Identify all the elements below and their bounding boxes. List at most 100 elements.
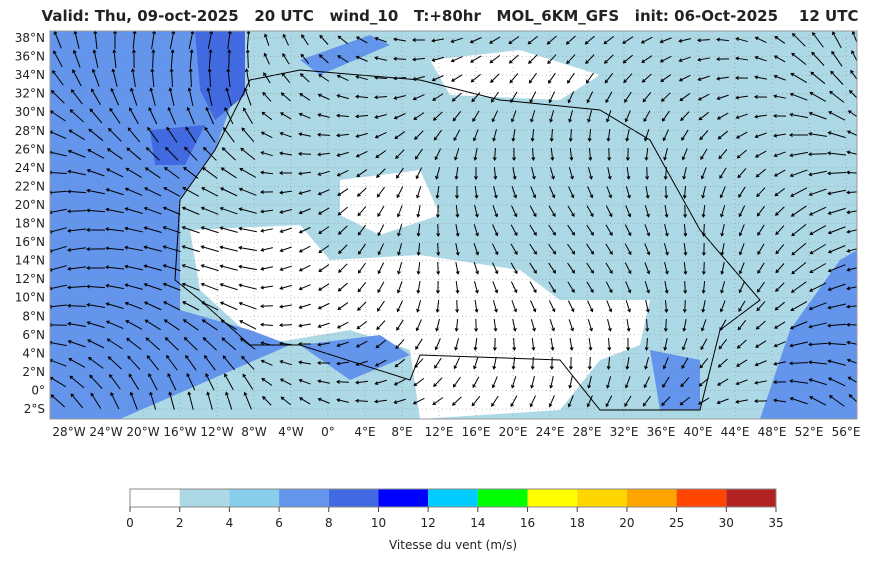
wind-arrow (605, 262, 613, 274)
wind-arrow (435, 204, 440, 218)
wind-arrow (586, 395, 593, 408)
wind-arrow (664, 224, 669, 237)
wind-arrow (90, 392, 102, 409)
colorbar-tick-label: 35 (768, 516, 783, 530)
wind-arrow (143, 226, 162, 233)
wind-arrow (623, 73, 633, 84)
wind-arrow (827, 323, 847, 328)
wind-arrow (622, 54, 633, 64)
colorbar-swatch (477, 489, 528, 507)
wind-arrow (622, 36, 634, 44)
wind-arrow (809, 282, 827, 292)
wind-arrow (200, 264, 219, 272)
wind-arrow (260, 190, 274, 195)
wind-arrow (105, 207, 124, 214)
wind-arrow (529, 91, 537, 104)
wind-arrow (163, 167, 180, 179)
wind-arrow (735, 95, 749, 100)
wind-arrow (337, 188, 349, 196)
wind-arrow (846, 190, 857, 195)
wind-arrow (260, 151, 273, 157)
wind-arrow (738, 224, 745, 237)
wind-arrow (790, 301, 808, 312)
wind-arrow (773, 74, 786, 81)
wind-arrow (641, 55, 653, 63)
wind-arrow (186, 106, 195, 125)
colorbar-swatch (130, 489, 180, 507)
wind-arrow (90, 88, 101, 106)
wind-arrow (492, 300, 498, 313)
wind-arrow (337, 282, 348, 292)
wind-arrow (549, 376, 554, 389)
wind-arrow (644, 357, 650, 370)
wind-arrow (206, 87, 213, 106)
wind-arrow (716, 57, 730, 62)
wind-arrow (317, 302, 330, 310)
wind-arrow (414, 130, 424, 140)
wind-arrow (757, 262, 765, 274)
wind-arrow (663, 243, 669, 256)
wind-arrow (660, 74, 672, 82)
wind-arrow (681, 357, 689, 370)
wind-arrow (298, 264, 311, 272)
wind-arrow (738, 205, 746, 218)
colorbar-swatch (328, 489, 379, 507)
wind-arrow (735, 113, 748, 120)
lat-label: 20°N (15, 198, 45, 212)
wind-arrow (67, 228, 86, 233)
wind-arrow (549, 110, 555, 123)
wind-arrow (827, 207, 846, 215)
colorbar-swatch (726, 489, 776, 507)
wind-arrow (529, 243, 537, 255)
wind-arrow (473, 337, 478, 351)
lat-label: 4°N (22, 346, 45, 360)
wind-arrow (527, 35, 538, 45)
wind-arrow (454, 148, 460, 161)
lon-label: 12°W (200, 425, 233, 439)
lon-label: 12°E (425, 425, 454, 439)
wind-arrow (260, 209, 274, 214)
wind-arrow (143, 282, 162, 291)
lon-label: 56°E (832, 425, 861, 439)
wind-arrow (201, 187, 219, 197)
wind-arrow (128, 373, 140, 390)
lon-label: 28°E (573, 425, 602, 439)
wind-arrow (396, 205, 403, 218)
wind-arrow (756, 205, 765, 217)
wind-arrow (105, 283, 124, 290)
wind-arrow (317, 207, 330, 215)
wind-arrow (585, 72, 594, 84)
wind-arrow (473, 243, 480, 256)
wind-arrow (473, 148, 478, 161)
wind-arrow (69, 375, 85, 389)
wind-arrow (356, 169, 368, 178)
wind-arrow (508, 54, 519, 64)
wind-arrow (737, 319, 747, 331)
wind-arrow (789, 169, 808, 178)
wind-arrow (260, 247, 273, 252)
wind-arrow (811, 51, 825, 66)
wind-arrow (683, 280, 688, 294)
lat-label: 2°S (24, 402, 45, 416)
wind-arrow (67, 189, 87, 194)
strong-wind-zone (760, 250, 857, 419)
wind-arrow (569, 147, 574, 161)
wind-arrow (567, 91, 574, 104)
colorbar-tick-label: 30 (719, 516, 734, 530)
wind-arrow (455, 280, 460, 294)
wind-arrow (412, 94, 425, 101)
wind-arrow (416, 223, 421, 237)
wind-arrow (207, 68, 212, 88)
wind-arrow (374, 95, 388, 100)
wind-arrow (50, 150, 67, 157)
wind-arrow (607, 147, 612, 161)
wind-arrow (738, 300, 746, 312)
wind-arrow (432, 397, 444, 406)
wind-arrow (241, 127, 255, 143)
wind-arrow (52, 69, 64, 86)
wind-arrow (108, 127, 122, 142)
wind-arrow (851, 50, 857, 63)
wind-arrow (698, 111, 710, 121)
colorbar-tick-label: 10 (371, 516, 386, 530)
wind-arrow (433, 129, 442, 141)
